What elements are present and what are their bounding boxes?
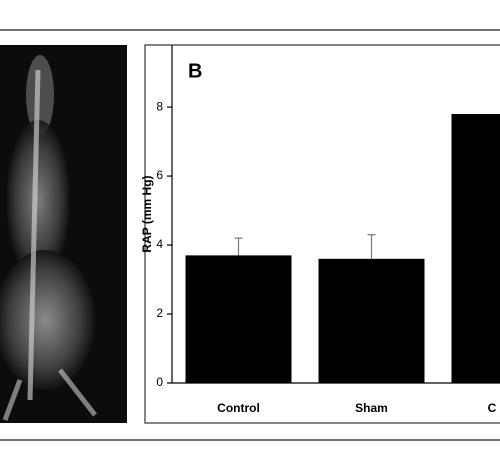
- x-tick-label: C: [488, 401, 497, 415]
- y-tick-label: 4: [156, 237, 163, 251]
- panel-frame: [144, 44, 500, 424]
- x-tick-label: Sham: [355, 401, 388, 415]
- plot: 0 2 4 6 8 Control Sham C: [156, 45, 500, 415]
- bar: [318, 258, 425, 383]
- y-tick-label: 6: [156, 168, 163, 182]
- y-axis-label: RAP (mm Hg): [140, 175, 154, 252]
- x-tick-label: Control: [217, 401, 260, 415]
- y-tick-label: 8: [156, 99, 163, 113]
- panel-label: B: [188, 60, 202, 82]
- y-tick-label: 0: [156, 375, 163, 389]
- y-tick-label: 2: [156, 306, 163, 320]
- xray-image: [0, 45, 127, 423]
- bar: [451, 113, 500, 384]
- bar: [185, 255, 292, 383]
